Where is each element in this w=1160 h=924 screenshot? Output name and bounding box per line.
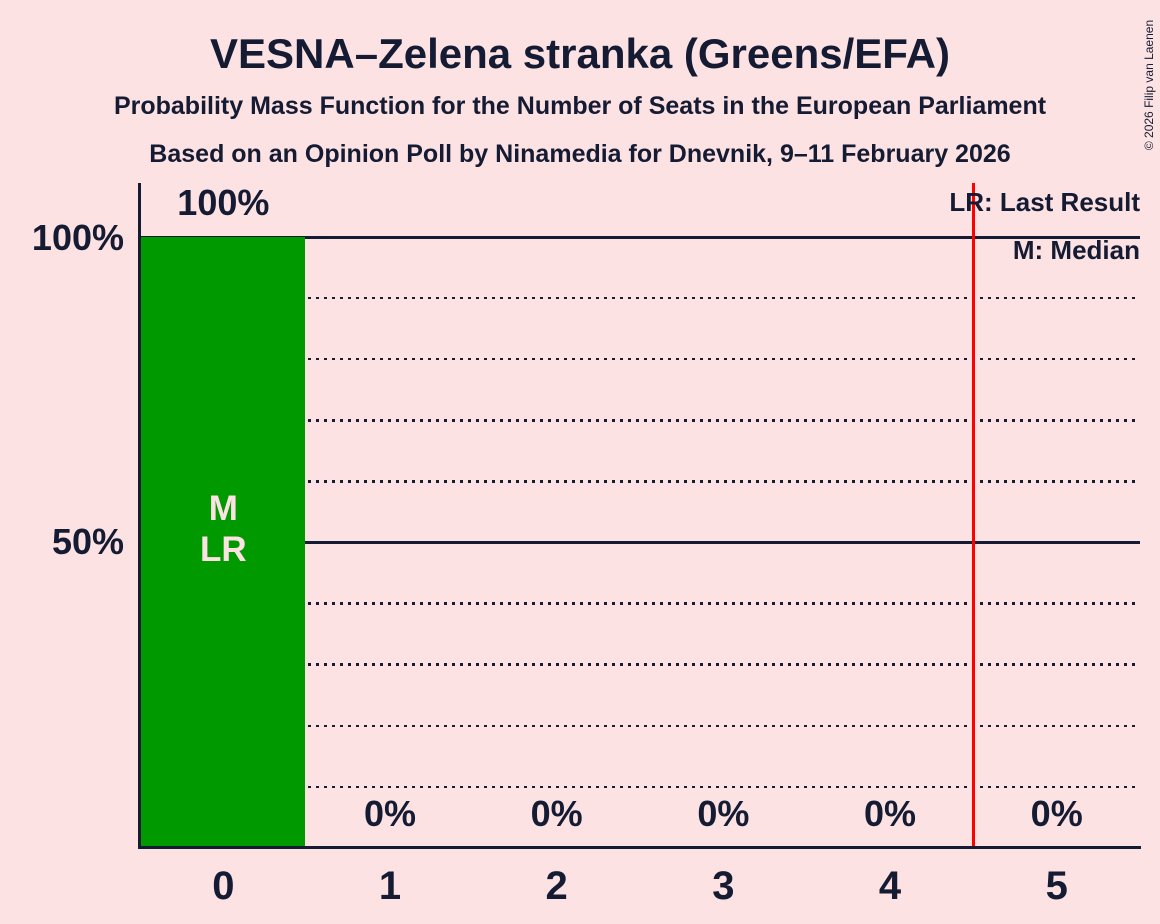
- legend-median: M: Median: [1012, 235, 1140, 265]
- gridline-dotted-70: [140, 419, 1140, 422]
- x-axis-tick-labels: 0 1 2 3 4 5: [140, 866, 1140, 906]
- chart-subtitle-pmf: Probability Mass Function for the Number…: [113, 92, 1047, 120]
- gridline-dotted-60: [140, 480, 1140, 483]
- bar-seats-0: [140, 237, 306, 848]
- bar-slot-0: M LR 100%: [140, 185, 307, 848]
- gridline-dotted-30: [140, 663, 1140, 666]
- gridline-dotted-10: [140, 785, 1140, 789]
- last-result-marker-label: LR: [200, 530, 247, 569]
- gridline-solid-50: [140, 541, 1140, 544]
- copyright-notice: © 2026 Filip van Laenen: [1142, 19, 1156, 151]
- bar-slot-5: 0%: [973, 237, 1140, 848]
- x-tick-label-4: 4: [878, 864, 902, 908]
- x-tick-label-5: 5: [1045, 864, 1068, 908]
- legend-last-result: LR: Last Result: [949, 187, 1140, 217]
- x-axis-line: [137, 845, 1141, 849]
- gridline-dotted-90: [140, 296, 1140, 300]
- bar-value-label: 0%: [363, 793, 417, 834]
- x-tick-label-3: 3: [712, 864, 735, 908]
- bar-value-label: 0%: [697, 793, 750, 834]
- bar-slot-3: 0%: [640, 237, 807, 848]
- chart-title: VESNA–Zelena stranka (Greens/EFA): [210, 30, 950, 77]
- gridline-dotted-80: [140, 357, 1140, 361]
- bar-slot-2: 0%: [473, 237, 640, 848]
- bar-slot-4: 0%: [807, 237, 974, 848]
- median-last-result-marker: M LR: [140, 488, 307, 570]
- y-axis-label-50: 50%: [51, 521, 124, 562]
- chart-legend: LR: Last Result M: Median: [949, 178, 1140, 274]
- gridline-solid-100: [140, 235, 1140, 239]
- gridline-dotted-40: [140, 602, 1140, 605]
- gridline-dotted-20: [140, 724, 1140, 728]
- bar-value-label: 0%: [1030, 793, 1083, 834]
- median-marker-label: M: [208, 489, 238, 528]
- x-tick-label-0: 0: [212, 864, 235, 908]
- y-axis-line: [137, 183, 141, 849]
- plot-area: M LR 100% 0% 0% 0% 0%: [140, 183, 1140, 848]
- bar-slot-1: 0%: [307, 237, 474, 848]
- bar-value-label: 0%: [864, 793, 917, 834]
- bar-value-label: 0%: [530, 793, 583, 834]
- chart-subtitle-poll: Based on an Opinion Poll by Ninamedia fo…: [149, 140, 1011, 168]
- y-axis-label-100: 100%: [31, 217, 124, 258]
- bar-slots: M LR 100% 0% 0% 0% 0%: [140, 185, 1140, 848]
- last-result-line: [971, 183, 976, 846]
- bar-value-label: 100%: [177, 182, 270, 223]
- x-tick-label-1: 1: [378, 864, 402, 908]
- x-tick-label-2: 2: [545, 864, 568, 908]
